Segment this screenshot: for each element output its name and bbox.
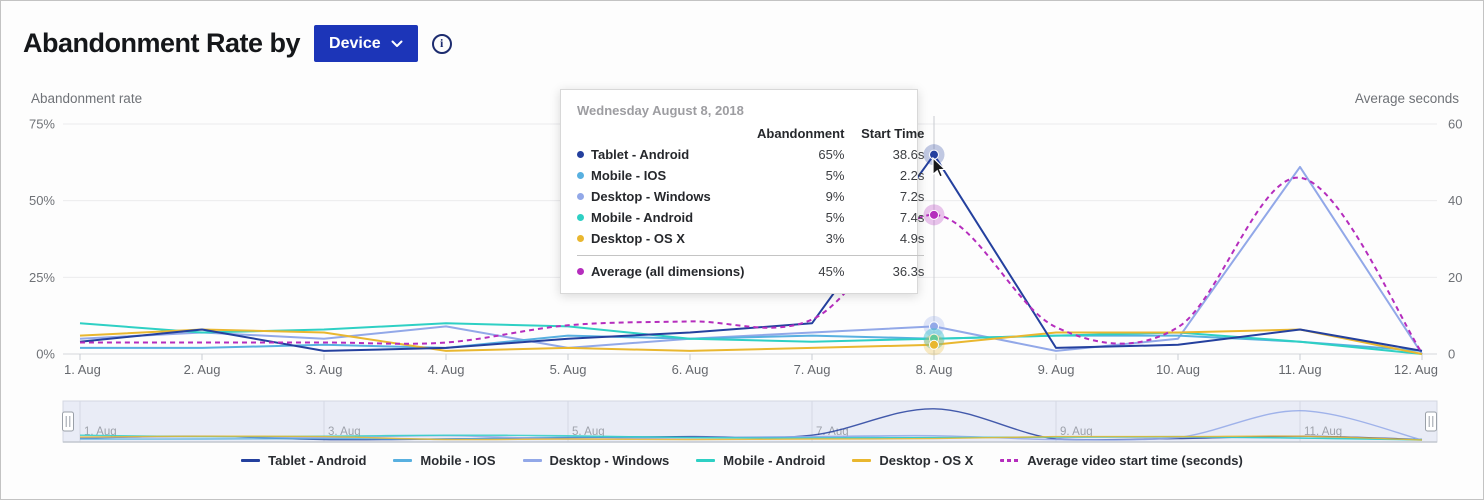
tooltip-start-time-value: 7.4s xyxy=(899,210,925,225)
mouse-cursor-icon xyxy=(932,157,947,178)
tooltip-series-name: Mobile - IOS xyxy=(577,167,744,184)
tooltip-series-name: Desktop - Windows xyxy=(577,188,744,205)
series-marker[interactable] xyxy=(929,321,939,332)
legend-item-tablet-android[interactable]: Tablet - Android xyxy=(241,453,366,468)
legend-item-mobile-android[interactable]: Mobile - Android xyxy=(696,453,825,468)
navigator-label: 9. Aug xyxy=(1060,426,1093,438)
series-marker[interactable] xyxy=(929,339,939,350)
dimension-dropdown-button[interactable]: Device xyxy=(314,25,418,62)
legend-swatch xyxy=(393,459,413,462)
chart-legend: Tablet - Android Mobile - IOS Desktop - Wi… xyxy=(1,453,1483,468)
x-axis-label: 11. Aug xyxy=(1278,362,1321,377)
legend-label: Tablet - Android xyxy=(268,453,367,468)
tooltip-start-time-value: 38.6s xyxy=(892,147,925,162)
legend-item-desktop-windows[interactable]: Desktop - Windows xyxy=(522,453,670,468)
x-axis-label: 9. Aug xyxy=(1038,362,1075,377)
left-axis-tick-label: 0% xyxy=(36,347,55,362)
tooltip-series-name: Tablet - Android xyxy=(577,146,744,163)
series-color-dot xyxy=(577,193,584,200)
series-line-desktop-os-x[interactable] xyxy=(79,328,1423,355)
right-axis-title: Average seconds xyxy=(1354,91,1459,106)
legend-swatch xyxy=(696,459,716,462)
tooltip-abandonment-value: 65% xyxy=(818,147,845,162)
x-axis-label: 3. Aug xyxy=(306,362,343,377)
info-icon[interactable]: i xyxy=(431,33,452,54)
legend-item-desktop-os-x[interactable]: Desktop - OS X xyxy=(852,453,973,468)
tooltip-start-time-value: 7.2s xyxy=(899,189,925,204)
navigator-label: 11. Aug xyxy=(1304,426,1342,438)
dimension-dropdown-label: Device xyxy=(329,34,381,52)
tooltip-abandonment-value: 5% xyxy=(825,168,845,183)
series-line-mobile-android[interactable] xyxy=(79,322,1423,355)
navigator-series-line xyxy=(79,435,1423,441)
series-line-desktop-windows[interactable] xyxy=(79,165,1423,355)
navigator-label: 5. Aug xyxy=(572,426,605,438)
legend-label: Mobile - IOS xyxy=(420,453,496,468)
legend-swatch xyxy=(522,459,542,462)
series-color-dot xyxy=(577,172,584,179)
chevron-down-icon xyxy=(391,40,403,48)
legend-label: Desktop - Windows xyxy=(549,453,670,468)
x-axis-label: 8. Aug xyxy=(916,362,953,377)
series-line-average-video-start-time-seconds-[interactable] xyxy=(79,176,1423,354)
series-color-dot xyxy=(577,235,584,242)
tooltip-start-time-value: 36.3s xyxy=(892,264,925,279)
legend-item-average-video-start-time-seconds-[interactable]: Average video start time (seconds) xyxy=(1000,453,1243,468)
tooltip-col-abandonment: Abandonment xyxy=(757,126,845,141)
tooltip-abandonment-value: 45% xyxy=(818,264,845,279)
navigator-series-line xyxy=(79,409,1423,441)
x-axis-label: 4. Aug xyxy=(428,362,465,377)
tooltip-divider xyxy=(577,255,925,256)
x-axis-label: 10. Aug xyxy=(1156,362,1200,377)
navigator-handle-right[interactable] xyxy=(1425,411,1437,432)
tooltip-date: Wednesday August 8, 2018 xyxy=(577,103,744,118)
page-title: Abandonment Rate by xyxy=(23,28,301,58)
series-line-tablet-android[interactable] xyxy=(79,153,1423,352)
right-axis-tick-label: 40 xyxy=(1448,193,1462,208)
series-marker[interactable] xyxy=(929,209,939,220)
right-axis-tick-label: 0 xyxy=(1448,347,1455,362)
tooltip-series-name: Desktop - OS X xyxy=(577,230,744,247)
tooltip-series-name: Average (all dimensions) xyxy=(577,263,744,280)
legend-item-mobile-ios[interactable]: Mobile - IOS xyxy=(393,453,496,468)
legend-label: Average video start time (seconds) xyxy=(1027,453,1243,468)
left-axis-title: Abandonment rate xyxy=(31,91,143,106)
legend-swatch xyxy=(241,459,261,462)
legend-label: Mobile - Android xyxy=(723,453,826,468)
tooltip-start-time-value: 4.9s xyxy=(899,231,925,246)
series-color-dot xyxy=(577,151,584,158)
navigator-track[interactable] xyxy=(62,400,1438,443)
tooltip-abandonment-value: 3% xyxy=(825,231,845,246)
chart-tooltip: Wednesday August 8, 2018 Abandonment Sta… xyxy=(560,89,925,294)
tooltip-abandonment-value: 5% xyxy=(825,210,845,225)
chart-header: Abandonment Rate by Device i xyxy=(23,25,452,62)
left-axis-tick-label: 50% xyxy=(29,193,55,208)
series-color-dot xyxy=(577,268,584,275)
x-axis-label: 7. Aug xyxy=(794,362,831,377)
legend-label: Desktop - OS X xyxy=(879,453,974,468)
legend-swatch xyxy=(852,459,872,462)
series-color-dot xyxy=(577,214,584,221)
tooltip-col-start-time: Start Time xyxy=(861,126,925,141)
x-axis-label: 5. Aug xyxy=(550,362,587,377)
right-axis-tick-label: 60 xyxy=(1448,117,1462,132)
navigator-label: 3. Aug xyxy=(328,426,361,438)
x-axis-label: 2. Aug xyxy=(184,362,221,377)
legend-swatch xyxy=(1000,459,1020,462)
x-axis-label: 6. Aug xyxy=(672,362,709,377)
left-axis-tick-label: 75% xyxy=(29,117,55,132)
x-axis-label: 12. Aug xyxy=(1394,362,1438,377)
navigator-handle-left[interactable] xyxy=(62,411,74,432)
right-axis-tick-label: 20 xyxy=(1448,270,1462,285)
tooltip-abandonment-value: 9% xyxy=(825,189,845,204)
tooltip-series-name: Mobile - Android xyxy=(577,209,744,226)
series-line-mobile-ios[interactable] xyxy=(80,334,1423,352)
left-axis-tick-label: 25% xyxy=(29,270,55,285)
tooltip-start-time-value: 2.2s xyxy=(899,168,925,183)
x-axis-label: 1. Aug xyxy=(64,362,101,377)
tooltip-table: Abandonment Start Time Tablet - Android 6… xyxy=(577,125,925,280)
